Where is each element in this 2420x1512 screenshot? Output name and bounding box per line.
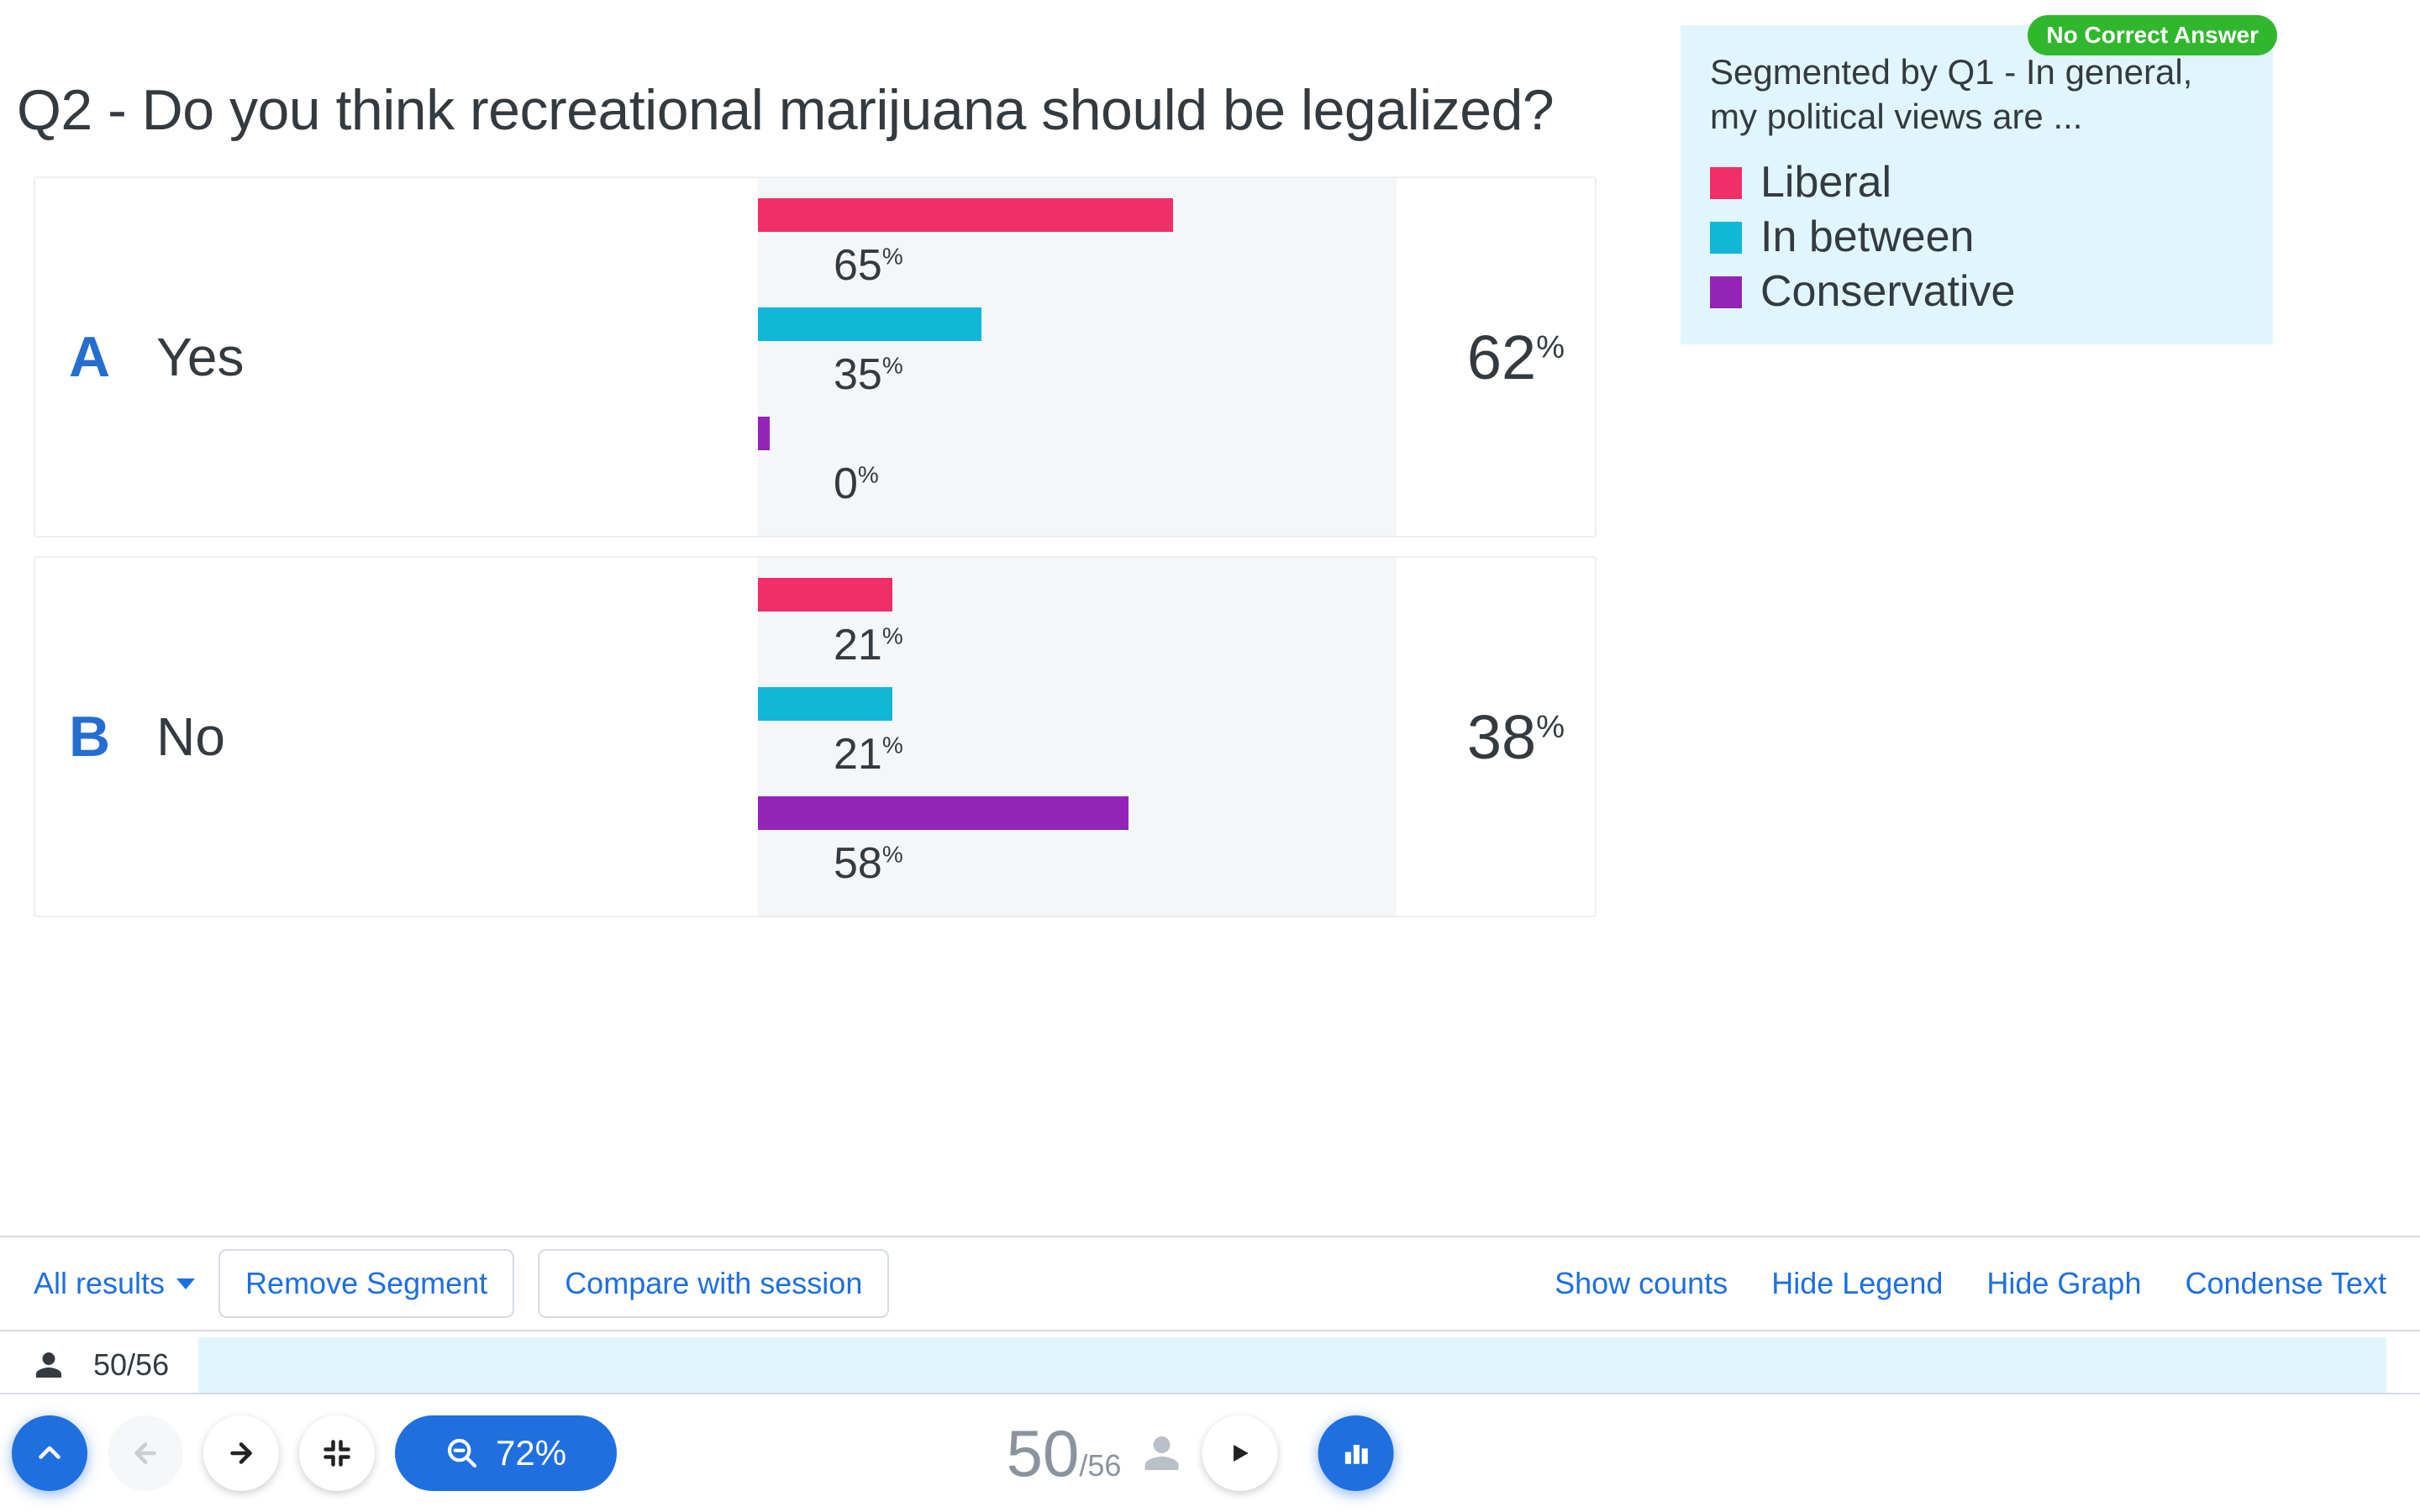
control-bar-center: 50/56 — [1007, 1415, 1414, 1492]
hide-legend-link[interactable]: Hide Legend — [1771, 1266, 1943, 1301]
collapse-up-button[interactable] — [12, 1415, 87, 1491]
compare-with-session-button[interactable]: Compare with session — [538, 1249, 889, 1318]
segment-pct: 58% — [758, 830, 1397, 900]
answer-text: No — [156, 706, 225, 768]
person-icon — [34, 1350, 64, 1380]
vote-total: /56 — [1079, 1448, 1121, 1483]
segment-bar — [758, 307, 981, 341]
segment-bar — [758, 578, 892, 612]
condense-text-link[interactable]: Condense Text — [2185, 1266, 2386, 1301]
segment-bar — [758, 417, 770, 450]
toolbar-left: All results Remove Segment Compare with … — [34, 1249, 889, 1318]
bar-chart-icon — [1341, 1439, 1370, 1467]
segment-bar-wrap: 21% — [758, 682, 1397, 791]
next-question-button[interactable] — [203, 1415, 279, 1491]
caret-down-icon — [176, 1278, 195, 1289]
answer-letter: A — [69, 324, 110, 390]
fullscreen-exit-button[interactable] — [299, 1415, 375, 1491]
zoom-out-icon — [445, 1436, 479, 1470]
all-results-label: All results — [34, 1266, 165, 1301]
question-title: Q2 - Do you think recreational marijuana… — [17, 77, 1554, 143]
answer-label-cell: B No — [35, 704, 758, 769]
remove-segment-button[interactable]: Remove Segment — [218, 1249, 514, 1318]
progress-track[interactable] — [198, 1337, 2386, 1393]
segment-pct: 21% — [758, 612, 1397, 682]
answer-row: A Yes 65% 35% 0%62% — [34, 176, 1597, 538]
answer-bars-cell: 21% 21% 58% — [758, 558, 1397, 916]
answer-text: Yes — [156, 326, 244, 388]
results-chart: A Yes 65% 35% 0%62% B No 21% 21% 58%38% — [34, 176, 1597, 936]
play-button[interactable] — [1202, 1415, 1277, 1491]
segment-bar — [758, 796, 1128, 830]
segment-bar-wrap: 35% — [758, 302, 1397, 412]
answer-row: B No 21% 21% 58%38% — [34, 556, 1597, 917]
control-bar: 72% 50/56 — [0, 1394, 2420, 1512]
legend-item: Liberal — [1710, 155, 2244, 210]
legend-item: In between — [1710, 210, 2244, 265]
no-correct-answer-badge: No Correct Answer — [2028, 15, 2277, 55]
fullscreen-exit-icon — [322, 1438, 352, 1468]
segment-pct: 21% — [758, 721, 1397, 791]
segment-pct: 65% — [758, 232, 1397, 302]
chevron-up-icon — [34, 1438, 65, 1468]
play-icon — [1227, 1441, 1252, 1466]
segment-bar — [758, 687, 892, 721]
vote-display: 50/56 — [1007, 1415, 1122, 1492]
progress-count: 50/56 — [93, 1347, 169, 1383]
hide-graph-link[interactable]: Hide Graph — [1986, 1266, 2141, 1301]
legend-label: Conservative — [1760, 265, 2015, 319]
all-results-dropdown[interactable]: All results — [34, 1266, 195, 1301]
legend-swatch — [1710, 167, 1742, 199]
legend-panel: Segmented by Q1 - In general, my politic… — [1681, 25, 2273, 344]
answer-total-pct: 62% — [1397, 322, 1597, 393]
segment-bar-wrap: 58% — [758, 791, 1397, 900]
segment-bar-wrap: 65% — [758, 193, 1397, 302]
segment-bar-wrap: 21% — [758, 573, 1397, 682]
legend-swatch — [1710, 276, 1742, 308]
person-outline-icon — [1141, 1433, 1181, 1473]
vote-current: 50 — [1007, 1416, 1080, 1490]
zoom-level-label: 72% — [496, 1433, 566, 1473]
zoom-level-button[interactable]: 72% — [395, 1415, 617, 1491]
legend-item: Conservative — [1710, 265, 2244, 319]
answer-label-cell: A Yes — [35, 324, 758, 390]
show-counts-link[interactable]: Show counts — [1555, 1266, 1728, 1301]
segment-pct: 35% — [758, 341, 1397, 412]
arrow-left-icon — [130, 1438, 160, 1468]
arrow-right-icon — [226, 1438, 256, 1468]
answer-total-pct: 38% — [1397, 701, 1597, 773]
answer-bars-cell: 65% 35% 0% — [758, 178, 1397, 536]
results-toolbar: All results Remove Segment Compare with … — [0, 1236, 2420, 1331]
answer-letter: B — [69, 704, 110, 769]
chart-view-button[interactable] — [1318, 1415, 1393, 1491]
legend-swatch — [1710, 222, 1742, 254]
toolbar-right: Show counts Hide Legend Hide Graph Conde… — [1555, 1266, 2386, 1301]
prev-question-button[interactable] — [108, 1415, 183, 1491]
progress-strip: 50/56 — [0, 1337, 2420, 1394]
legend-label: In between — [1760, 210, 1974, 265]
segment-pct: 0% — [758, 450, 1397, 521]
segment-bar-wrap: 0% — [758, 412, 1397, 521]
legend-label: Liberal — [1760, 155, 1891, 210]
legend-caption: Segmented by Q1 - In general, my politic… — [1710, 50, 2244, 139]
segment-bar — [758, 198, 1173, 232]
